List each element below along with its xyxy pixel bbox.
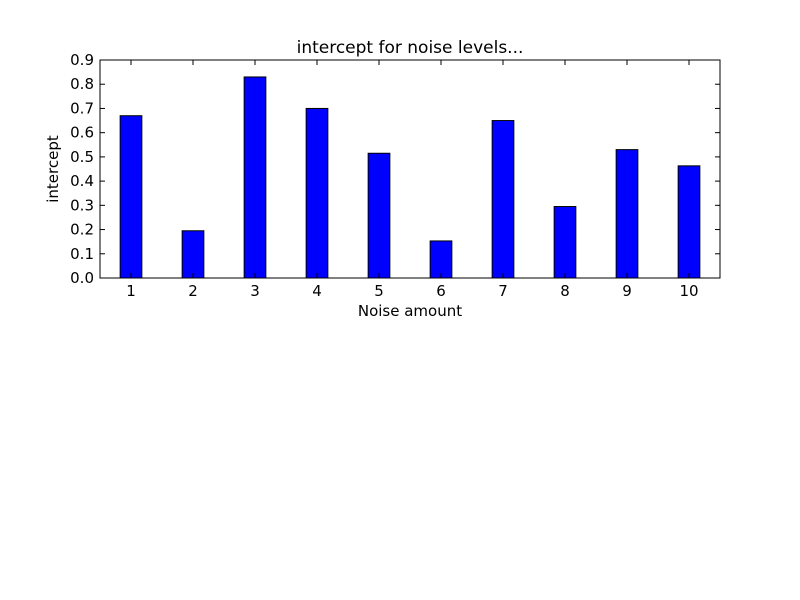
y-tick-label: 0.9 <box>70 51 94 69</box>
bar-5 <box>367 152 391 279</box>
x-tick-label: 2 <box>188 282 198 300</box>
y-tick-label: 0.8 <box>70 75 94 93</box>
x-tick-label: 6 <box>436 282 446 300</box>
y-axis-label: intercept <box>44 135 62 203</box>
y-tick-label: 0.3 <box>70 196 94 214</box>
x-axis-label: Noise amount <box>358 302 462 320</box>
y-tick-label: 0.2 <box>70 221 94 239</box>
x-tick-label: 8 <box>560 282 570 300</box>
bar-9 <box>615 149 639 279</box>
plot-frame <box>99 59 721 279</box>
y-axis: 0.0 0.1 0.2 0.3 0.4 0.5 0.6 0.7 0.8 0.9 <box>70 51 720 287</box>
bar-3 <box>243 76 267 279</box>
x-tick-label: 5 <box>374 282 384 300</box>
bar-10 <box>677 165 701 279</box>
x-tick-label: 9 <box>622 282 632 300</box>
y-tick-label: 0.7 <box>70 99 94 117</box>
bar-7 <box>491 120 515 279</box>
x-axis: 1 2 3 4 5 6 7 8 9 10 <box>126 60 699 300</box>
bar-2 <box>181 230 205 279</box>
bar-8 <box>553 206 577 279</box>
bar-1 <box>119 115 143 279</box>
bar-4 <box>305 107 329 279</box>
x-tick-label: 3 <box>250 282 260 300</box>
bars-group <box>119 76 701 279</box>
y-tick-label: 0.0 <box>70 269 94 287</box>
x-tick-label: 1 <box>126 282 136 300</box>
y-tick-label: 0.4 <box>70 172 94 190</box>
x-tick-label: 4 <box>312 282 322 300</box>
y-tick-label: 0.1 <box>70 245 94 263</box>
chart-title: intercept for noise levels... <box>297 38 524 58</box>
x-tick-label: 10 <box>679 282 698 300</box>
x-tick-label: 7 <box>498 282 508 300</box>
y-tick-label: 0.6 <box>70 124 94 142</box>
bar-6 <box>429 240 453 279</box>
y-tick-label: 0.5 <box>70 148 94 166</box>
